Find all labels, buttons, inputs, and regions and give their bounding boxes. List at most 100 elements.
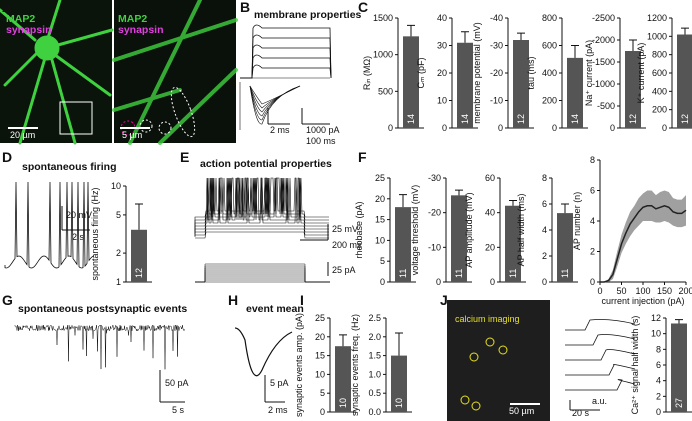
y-tick-label: 800 [542, 13, 557, 23]
y-tick-label: 10 [375, 235, 385, 245]
bar [451, 195, 467, 282]
y-tick-label: -2000 [592, 35, 615, 45]
n-label: 14 [406, 114, 416, 124]
y-tick-label: -1500 [592, 57, 615, 67]
y-tick-label: 0 [388, 123, 393, 133]
y-tick-label: 600 [542, 41, 557, 51]
trace [565, 334, 636, 346]
y-tick-label: 8 [542, 173, 547, 183]
y-tick-label: 12 [651, 313, 661, 323]
bar [671, 323, 687, 412]
scale-bar-label: 2 ms [268, 405, 288, 415]
y-axis-label: Ca²⁺ signal half width (s) [630, 316, 640, 415]
image-label: MAP2 [118, 13, 147, 25]
trace [14, 324, 185, 370]
y-tick-label: -500 [597, 101, 615, 111]
y-tick-label: 15 [375, 215, 385, 225]
y-tick-label: 400 [652, 86, 667, 96]
y-tick-label: 0 [490, 277, 495, 287]
bar [513, 40, 529, 128]
y-axis-label: spontaneous firing (Hz) [90, 187, 100, 280]
error-bar [399, 194, 407, 208]
y-axis-label: Na⁺ current (pA) [584, 40, 594, 106]
scale-bar-label: 5 µm [122, 130, 142, 140]
y-tick-label: 1.0 [368, 369, 381, 379]
x-tick-label: 0 [597, 286, 602, 296]
y-tick-label: 200 [542, 96, 557, 106]
y-axis-label: voltage threshold (mV) [410, 185, 420, 276]
n-label: 12 [134, 268, 144, 278]
scale-bar-label: 5 s [172, 405, 185, 415]
scale-bar-label: 1000 pA [306, 125, 340, 135]
n-label: 11 [398, 269, 408, 278]
panel-letter: G [2, 292, 13, 308]
y-tick-label: 10 [111, 181, 121, 191]
y-tick-label: 5 [116, 210, 121, 220]
y-tick-label: 1000 [647, 31, 667, 41]
error-bar [455, 189, 463, 196]
trace [565, 379, 636, 391]
y-tick-label: 30 [437, 41, 447, 51]
scale-bar-label: 200 ms [332, 240, 362, 250]
trace [195, 271, 330, 283]
y-tick-label: 0 [552, 123, 557, 133]
y-axis-label: Rᵢₙ (MΩ) [362, 56, 372, 90]
bar [677, 34, 692, 128]
y-axis-label: membrane potential (mV) [472, 22, 482, 124]
n-label: 14 [570, 114, 580, 124]
n-label: 10 [338, 398, 348, 408]
trace [195, 279, 330, 283]
panel-letter: F [358, 149, 367, 165]
y-axis-label: AP half width (ms) [516, 194, 526, 267]
error-bar [629, 39, 637, 51]
y-tick-label: 2 [656, 391, 661, 401]
trace [240, 24, 332, 79]
n-label: 11 [508, 269, 518, 278]
bar [335, 346, 351, 412]
panel-letter: J [440, 292, 448, 308]
y-tick-label: 10 [315, 369, 325, 379]
y-tick-label: -40 [490, 13, 503, 23]
y-tick-label: -2500 [592, 13, 615, 23]
x-tick-label: 100 [635, 286, 650, 296]
trace [194, 177, 329, 233]
n-label: 12 [516, 114, 526, 124]
y-tick-label: 1000 [373, 50, 393, 60]
y-tick-label: 25 [375, 173, 385, 183]
y-tick-label: 2.0 [368, 332, 381, 342]
bar [395, 207, 411, 282]
y-tick-label: 0 [498, 123, 503, 133]
line [600, 204, 687, 283]
x-tick-label: 200 [678, 286, 692, 296]
panel-title: membrane properties [254, 9, 362, 21]
error-bar [395, 332, 403, 356]
n-label: 11 [560, 269, 570, 278]
y-tick-label: 5 [320, 388, 325, 398]
scale-bar-label: 100 ms [306, 136, 336, 146]
image-a-right [114, 0, 236, 143]
trace [240, 54, 332, 79]
trace [565, 319, 636, 331]
y-tick-label: -20 [490, 68, 503, 78]
error-bar [135, 203, 143, 230]
trace [194, 225, 329, 236]
scale-bar-label: a.u. [592, 396, 607, 406]
microscopy [0, 0, 550, 421]
trace [195, 275, 330, 283]
trace [195, 263, 330, 283]
error-bar [675, 319, 683, 324]
panel-letter: C [358, 0, 368, 15]
panel-letter: D [2, 149, 12, 165]
y-tick-label: 0 [380, 277, 385, 287]
panel-title: event mean [246, 303, 304, 315]
trace [194, 177, 329, 231]
y-axis-label: AP number (n) [572, 192, 582, 250]
y-tick-label: 4 [542, 225, 547, 235]
y-tick-label: 2 [542, 251, 547, 261]
y-tick-label: 15 [315, 351, 325, 361]
panel-letter: B [240, 0, 250, 15]
trace [249, 85, 301, 121]
image-label: calcium imaging [455, 314, 520, 324]
y-tick-label: 4 [656, 376, 661, 386]
neurites [0, 0, 238, 145]
